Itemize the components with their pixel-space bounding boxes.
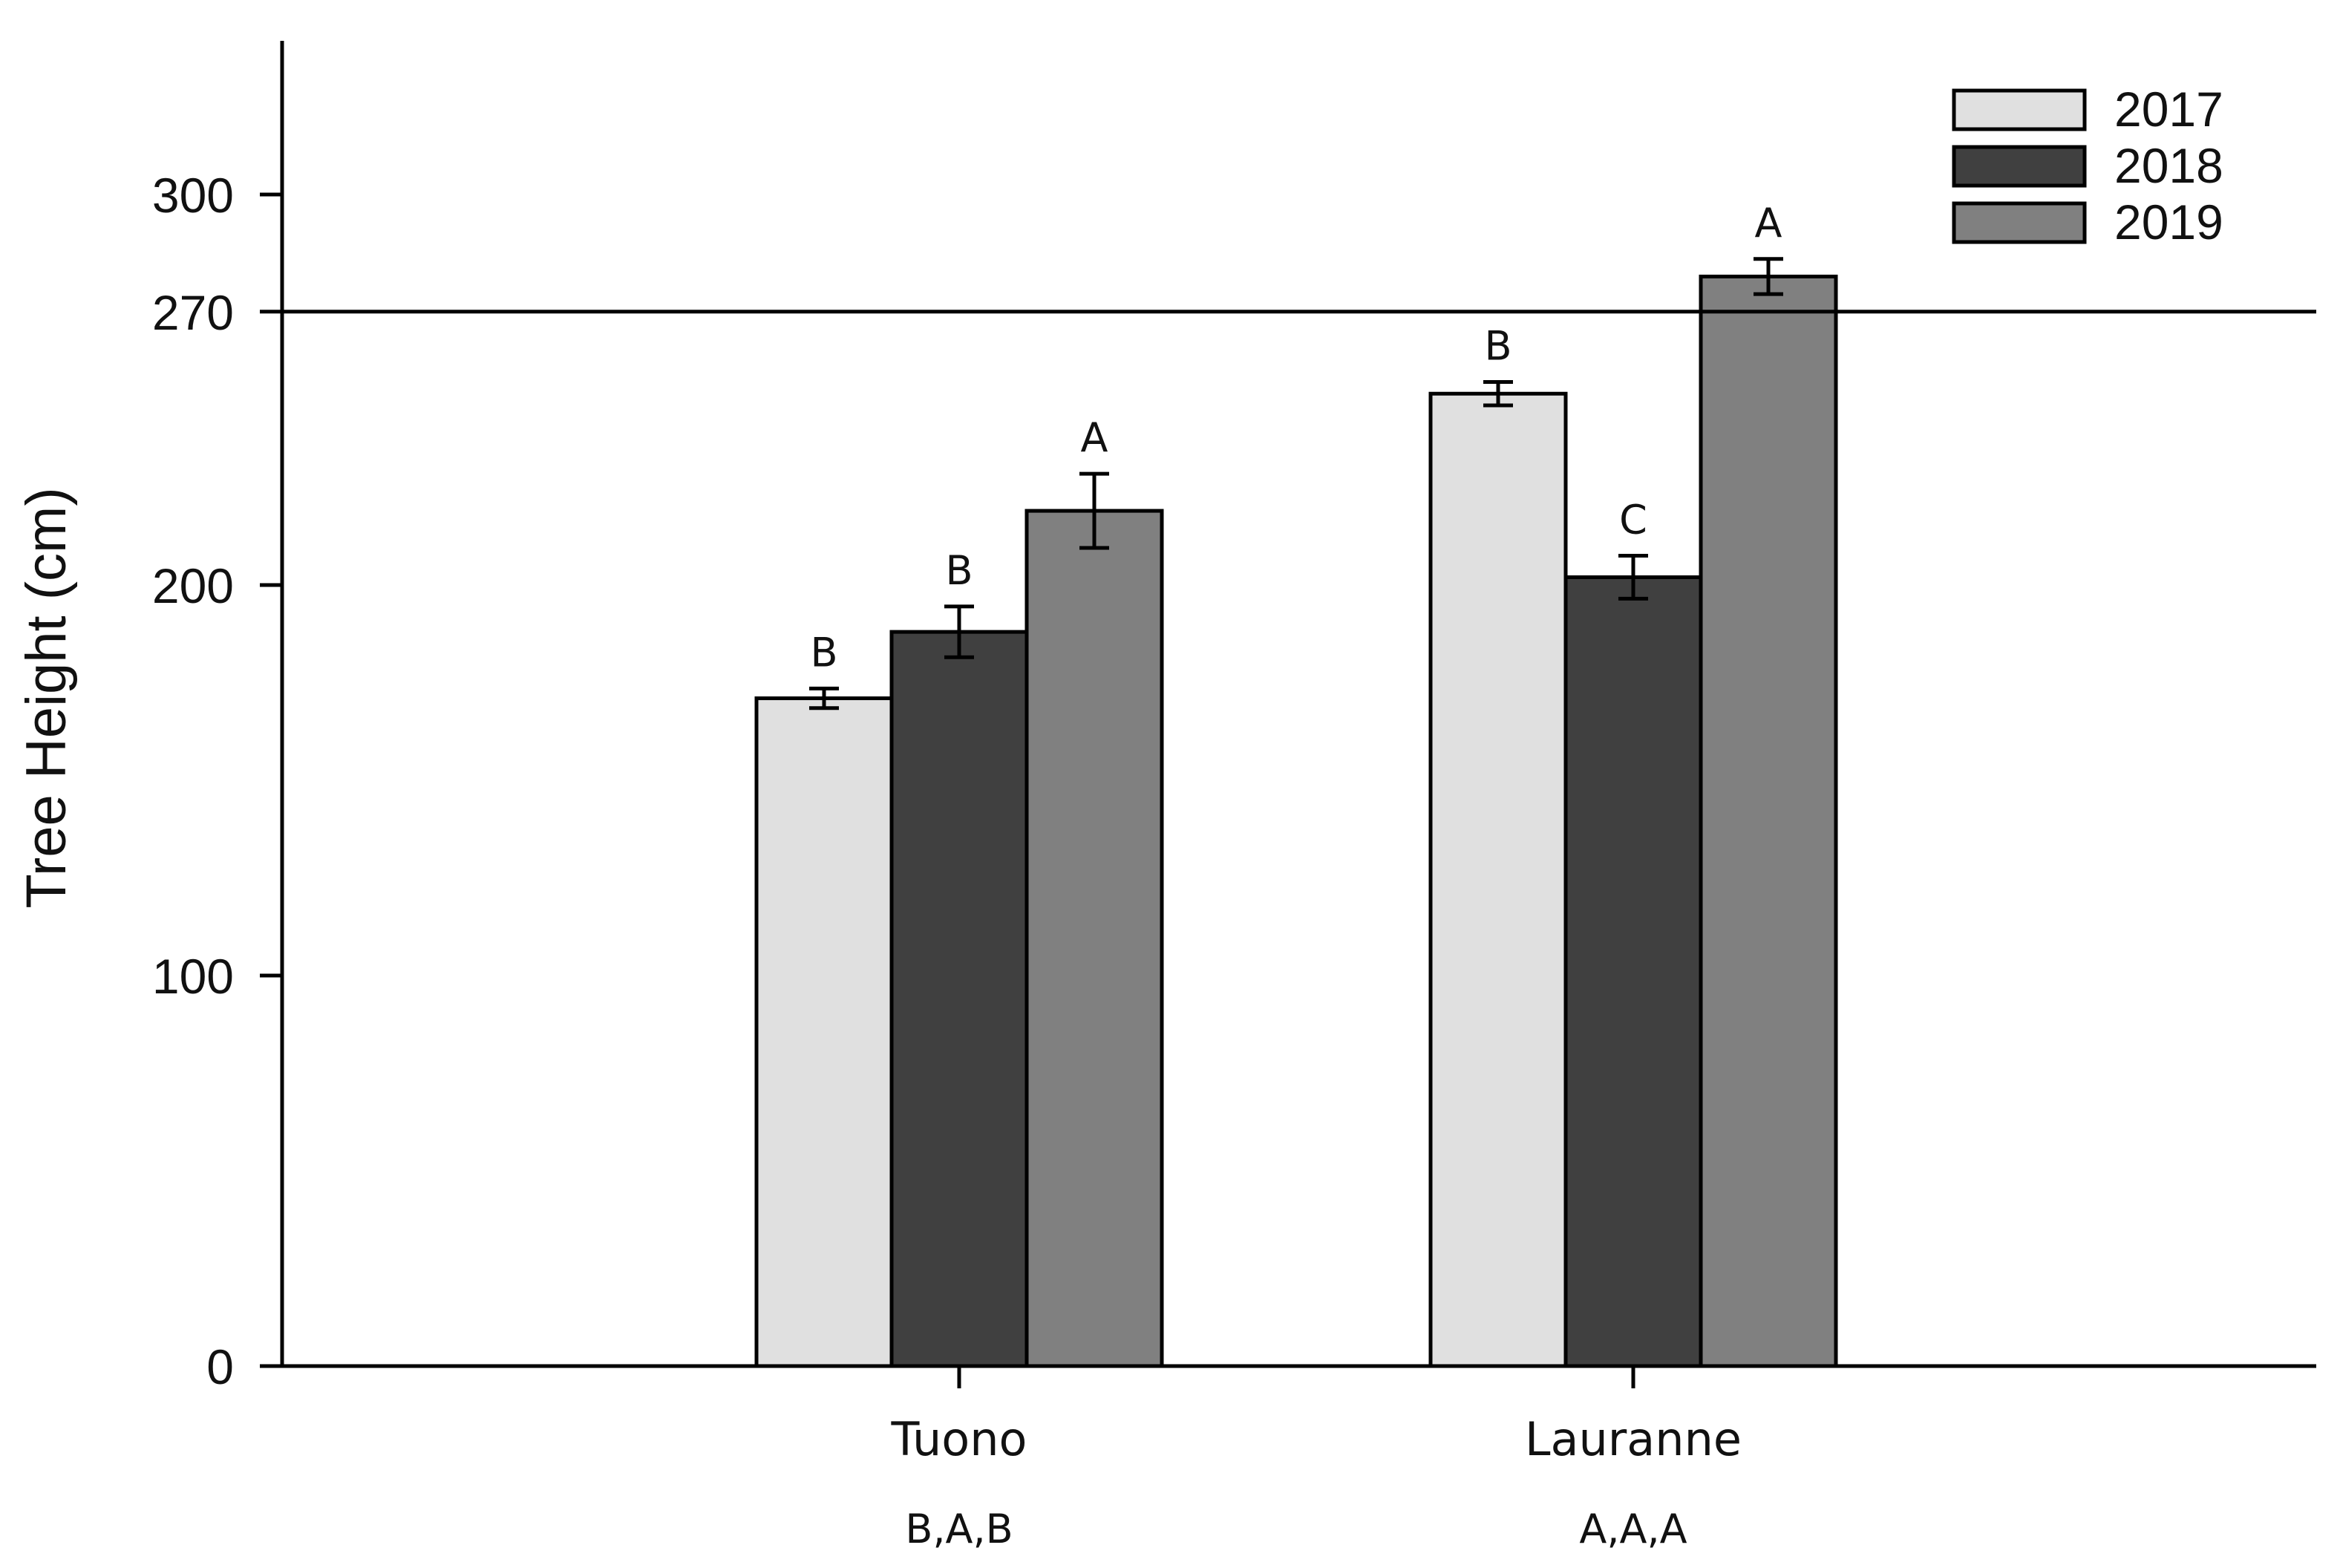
significance-letter: A — [1081, 414, 1108, 461]
category-letters: B,A,B — [905, 1506, 1013, 1552]
bar-2019-tuono — [1024, 509, 1164, 1368]
significance-letter: A — [1755, 200, 1782, 246]
y-tick-label: 200 — [152, 558, 234, 613]
legend-swatch-2017 — [1952, 88, 2087, 131]
y-tick-label: 100 — [152, 949, 234, 1004]
bar-2018-tuono — [889, 630, 1029, 1368]
category-letters: A,A,A — [1579, 1506, 1687, 1552]
significance-letter: B — [1484, 322, 1511, 369]
x-categories: Tuono B,A,B Lauranne A,A,A — [891, 1366, 1742, 1552]
y-tick-label: 0 — [206, 1339, 234, 1394]
bar-2017-lauranne — [1428, 391, 1568, 1368]
significance-letter: C — [1619, 497, 1647, 543]
bar-2019-lauranne — [1699, 274, 1838, 1368]
legend-label-2019: 2019 — [2114, 195, 2223, 249]
y-ticks: 0 100 200 270 300 — [152, 168, 282, 1394]
significance-letter: B — [945, 547, 973, 594]
legend-label-2017: 2017 — [2114, 82, 2223, 137]
x-tick-label: Tuono — [891, 1412, 1027, 1466]
bar-2017-tuono — [754, 696, 894, 1368]
significance-letters-layer: B B B C A A — [810, 200, 1782, 676]
legend-swatch-2018 — [1952, 145, 2087, 188]
x-tick-label: Lauranne — [1525, 1412, 1742, 1466]
error-bars-layer — [809, 257, 1783, 710]
y-tick-label: 270 — [152, 285, 234, 340]
significance-letter: B — [810, 629, 837, 676]
y-axis-label: Tree Height (cm) — [15, 487, 78, 908]
legend-label-2018: 2018 — [2114, 138, 2223, 193]
legend-swatch-2019 — [1952, 201, 2087, 244]
bars-layer — [754, 274, 1838, 1368]
y-tick-label: 300 — [152, 168, 234, 223]
bar-2018-lauranne — [1563, 575, 1703, 1368]
